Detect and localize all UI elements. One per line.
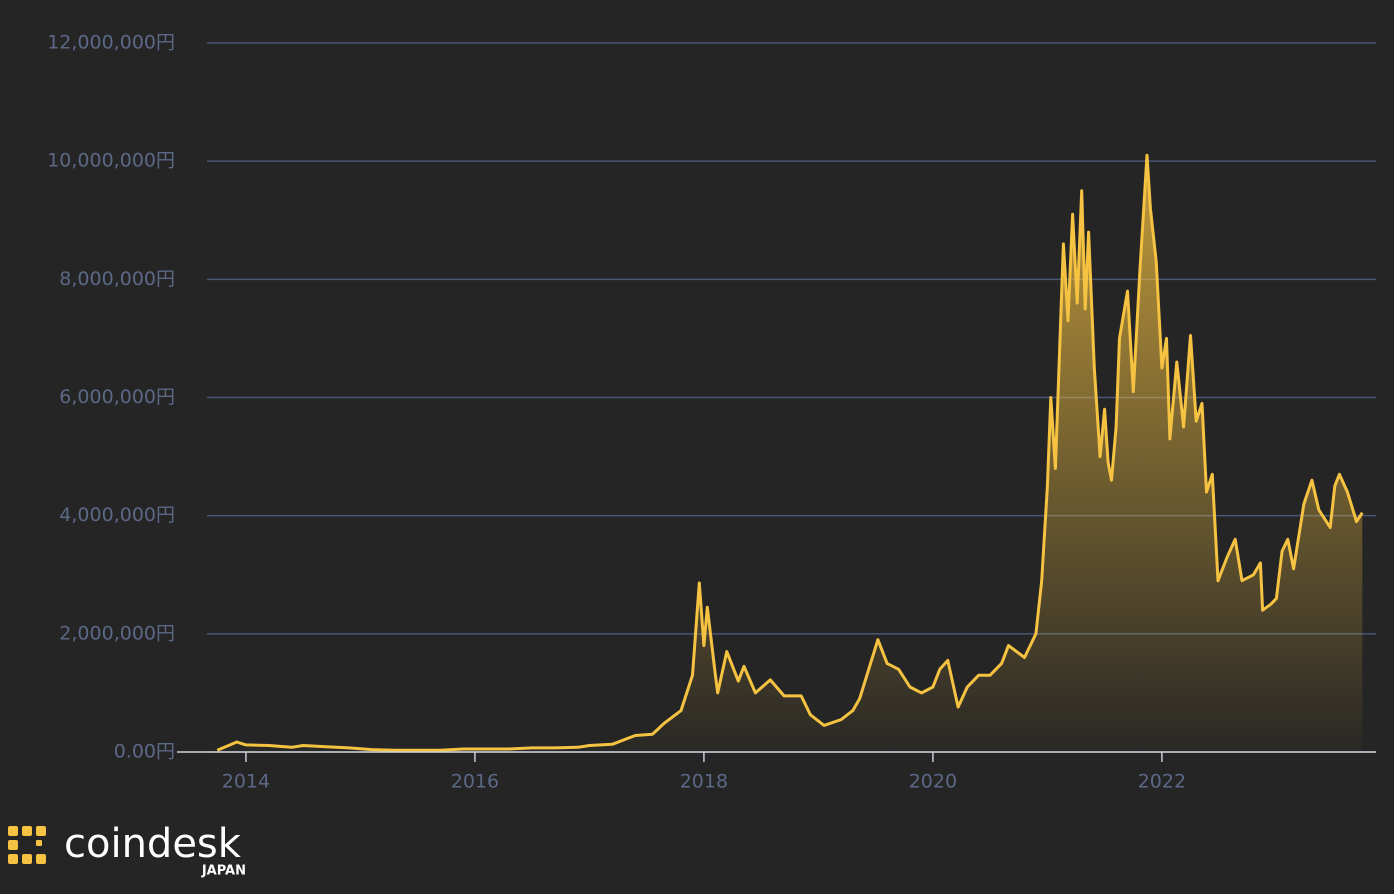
y-tick-label: 6,000,000円	[59, 386, 175, 408]
x-tick-label: 2020	[909, 771, 957, 793]
y-tick-label: 12,000,000円	[47, 32, 175, 54]
logo: coindesk JAPAN	[8, 821, 246, 879]
y-tick-label: 2,000,000円	[59, 622, 175, 644]
y-tick-label: 8,000,000円	[59, 268, 175, 290]
price-area	[217, 155, 1363, 753]
brand-name: coindesk	[64, 821, 242, 867]
x-tick-label: 2022	[1138, 771, 1186, 793]
y-tick-label: 10,000,000円	[47, 150, 175, 172]
price-line	[216, 153, 1364, 752]
x-tick-label: 2014	[222, 771, 270, 793]
x-tick-label: 2018	[680, 771, 728, 793]
x-tick-label: 2016	[451, 771, 499, 793]
y-tick-label: 4,000,000円	[59, 504, 175, 526]
y-tick-label: 0.00円	[114, 741, 175, 763]
brand-sub: JAPAN	[201, 864, 246, 879]
